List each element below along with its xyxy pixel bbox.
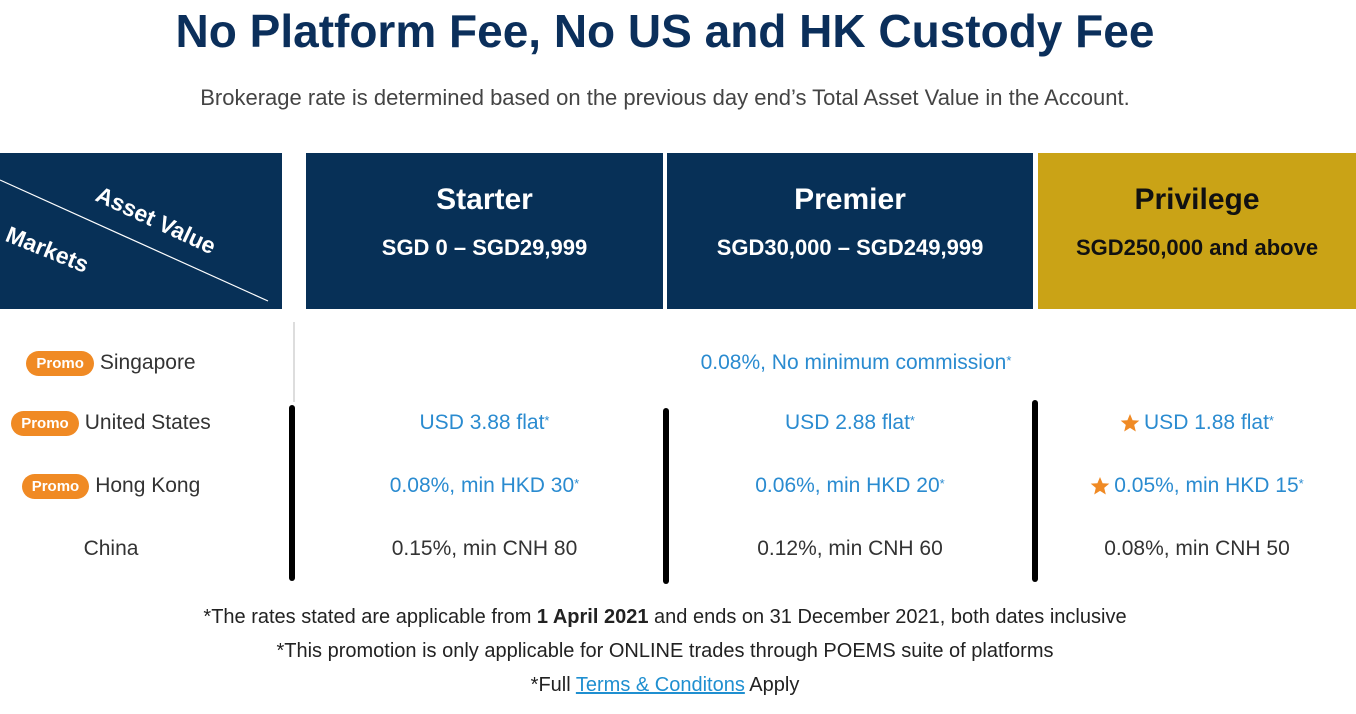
promo-badge: Promo (21, 473, 90, 499)
market-name: Hong Kong (95, 474, 201, 497)
rate: 0.08%, No minimum commission (700, 351, 1007, 374)
tier-header: Premier SGD30,000 – SGD249,999 (667, 153, 1033, 309)
footnote: *The rates stated are applicable from 1 … (0, 606, 1330, 629)
rate: 0.06%, min HKD 20 (755, 474, 940, 497)
rate-cell: 0.12%, min CNH 60 (667, 529, 1033, 569)
rate-cell: 0.15%, min CNH 80 (306, 529, 663, 569)
note-mark: * (1298, 475, 1304, 491)
promo-badge: Promo (26, 350, 94, 376)
footnote: *Full Terms & Conditons Apply (0, 674, 1330, 697)
rate-cell: USD 1.88 flat * (1038, 403, 1356, 443)
market-cell: Promo Singapore (0, 343, 222, 383)
rate: USD 2.88 flat (785, 411, 910, 434)
rate: 0.08%, min HKD 30 (389, 474, 575, 497)
market-name: China (83, 537, 139, 560)
tier-name: Premier (794, 183, 906, 216)
rate: 0.12%, min CNH 60 (757, 537, 943, 560)
rate-cell: 0.08%, No minimum commission * (306, 343, 1356, 383)
rate-cell: USD 2.88 flat * (667, 403, 1033, 443)
text: *The rates stated are applicable from (203, 606, 537, 628)
diagonal (0, 179, 269, 302)
text: *Full (530, 674, 576, 696)
star-icon (1120, 414, 1140, 432)
title: No Platform Fee, No US and HK Custody Fe… (175, 5, 1155, 57)
note-mark: * (1006, 352, 1012, 368)
tier-name: Privilege (1134, 183, 1260, 216)
market-cell: Promo Hong Kong (0, 466, 222, 506)
footnote: *This promotion is only applicable for O… (276, 640, 1054, 662)
rate-cell: 0.08%, min HKD 30 * (306, 466, 663, 506)
rate-cell: USD 3.88 flat * (306, 403, 663, 443)
rate-cell: 0.08%, min CNH 50 (1038, 529, 1356, 569)
note-mark: * (1268, 412, 1274, 428)
market-name: United States (84, 411, 211, 434)
rate: USD 3.88 flat (419, 411, 545, 434)
tier-range: SGD 0 – SGD29,999 (381, 235, 588, 260)
tier-name: Starter (436, 183, 533, 216)
tier-range: SGD30,000 – SGD249,999 (716, 235, 984, 260)
star-icon (1090, 477, 1110, 495)
text: and ends on 31 December 2021, both dates… (648, 606, 1127, 628)
rate: 0.15%, min CNH 80 (391, 537, 578, 560)
subtitle: Brokerage rate is determined based on th… (200, 85, 1130, 110)
note-mark: * (544, 412, 550, 428)
note-mark: * (909, 412, 915, 428)
note-mark: * (939, 475, 945, 491)
rate: 0.05%, min HKD 15 (1114, 474, 1299, 497)
market-cell: Promo United States (0, 403, 222, 443)
market-cell: China (0, 529, 222, 569)
terms-link[interactable]: Terms & Conditons (575, 674, 745, 696)
rate-cell: 0.06%, min HKD 20 * (667, 466, 1033, 506)
promo-badge: Promo (11, 410, 79, 436)
bold-date: 1 April 2021 (536, 606, 649, 628)
rate-cell: 0.05%, min HKD 15 * (1038, 466, 1356, 506)
tier-header: Starter SGD 0 – SGD29,999 (306, 153, 663, 309)
corner-cell: Asset Value Markets (0, 153, 282, 309)
divider (293, 322, 295, 402)
divider (663, 408, 669, 584)
note-mark: * (574, 475, 580, 491)
market-name: Singapore (99, 351, 196, 374)
divider (1032, 400, 1038, 582)
rate: 0.08%, min CNH 50 (1104, 537, 1290, 560)
text: Apply (744, 674, 800, 696)
rate: USD 1.88 flat (1144, 411, 1269, 434)
divider (289, 405, 295, 581)
tier-header: Privilege SGD250,000 and above (1038, 153, 1356, 309)
tier-range: SGD250,000 and above (1075, 235, 1319, 260)
